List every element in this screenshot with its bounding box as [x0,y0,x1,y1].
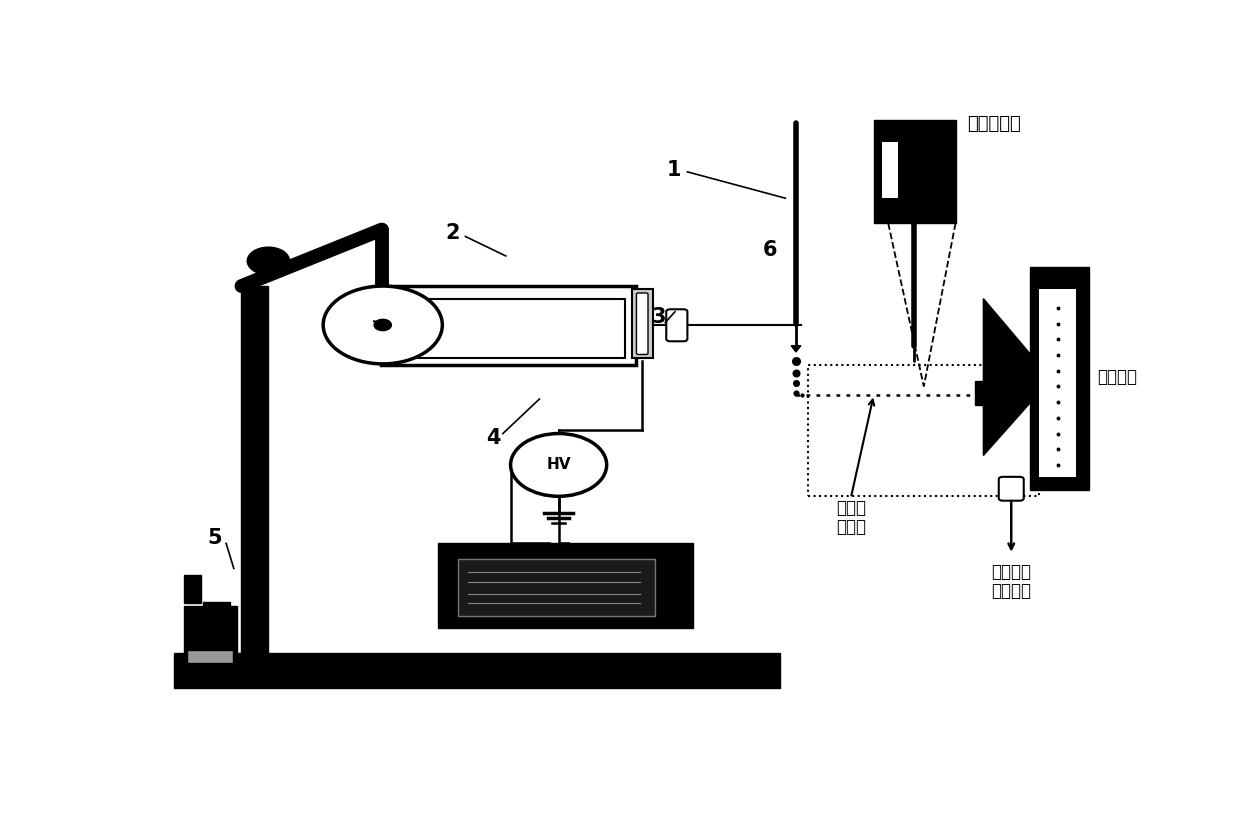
Bar [458,559,655,615]
Bar [174,653,780,688]
Bar [242,286,268,653]
Circle shape [374,319,392,331]
Bar [874,120,956,223]
Text: 质谱检测: 质谱检测 [1096,368,1137,386]
Text: 5: 5 [207,528,222,548]
Text: 负压增强: 负压增强 [991,563,1032,581]
Bar [184,606,237,653]
Text: 离子传输: 离子传输 [991,582,1032,601]
Circle shape [247,247,290,275]
Bar [184,575,201,603]
Bar [203,601,229,610]
FancyBboxPatch shape [636,293,649,355]
Bar [808,364,1039,496]
Bar [975,381,986,405]
Bar [389,298,625,359]
FancyBboxPatch shape [666,309,687,341]
Text: 6: 6 [763,240,777,260]
Text: 功能化探针: 功能化探针 [967,115,1021,133]
Text: 3: 3 [651,307,666,328]
Polygon shape [983,298,1039,456]
FancyBboxPatch shape [998,477,1024,500]
Circle shape [324,286,443,363]
Text: 4: 4 [486,428,501,448]
Circle shape [511,434,606,496]
Bar [439,544,693,628]
Bar [883,142,898,198]
Text: 1: 1 [667,160,681,180]
Text: 离子束: 离子束 [836,518,866,536]
Bar [187,650,233,663]
Bar [381,286,635,364]
Text: HV: HV [547,457,570,473]
Bar [1039,289,1075,478]
Bar [1029,267,1089,490]
Polygon shape [791,346,801,352]
Bar [631,289,652,359]
Text: 聚集后: 聚集后 [836,500,866,518]
Text: 2: 2 [445,222,460,243]
